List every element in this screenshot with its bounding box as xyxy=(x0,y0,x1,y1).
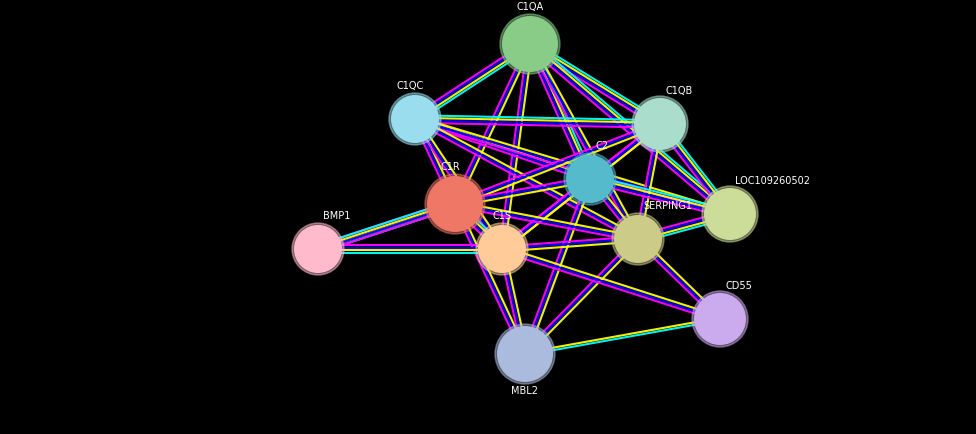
Circle shape xyxy=(434,183,476,225)
Text: LOC109260502: LOC109260502 xyxy=(735,176,810,186)
Circle shape xyxy=(566,155,614,203)
Circle shape xyxy=(614,215,662,263)
Circle shape xyxy=(500,14,560,74)
Text: C1QC: C1QC xyxy=(396,81,424,91)
Text: C2: C2 xyxy=(595,141,608,151)
Text: C1QB: C1QB xyxy=(665,86,692,96)
Circle shape xyxy=(397,101,433,137)
Text: SERPING1: SERPING1 xyxy=(643,201,692,211)
Circle shape xyxy=(564,153,616,205)
Circle shape xyxy=(634,98,686,150)
Circle shape xyxy=(497,326,553,382)
Circle shape xyxy=(389,93,441,145)
Circle shape xyxy=(612,213,664,265)
Circle shape xyxy=(300,231,336,267)
Circle shape xyxy=(509,23,551,65)
Circle shape xyxy=(701,299,740,339)
Circle shape xyxy=(620,221,656,257)
Circle shape xyxy=(711,194,750,233)
Circle shape xyxy=(704,188,756,240)
Circle shape xyxy=(294,225,342,273)
Circle shape xyxy=(484,231,520,267)
Circle shape xyxy=(632,96,688,152)
Text: C1S: C1S xyxy=(493,211,511,221)
Circle shape xyxy=(702,186,758,242)
Text: MBL2: MBL2 xyxy=(511,386,539,396)
Circle shape xyxy=(292,223,344,275)
Circle shape xyxy=(495,324,555,384)
Circle shape xyxy=(504,333,546,375)
Circle shape xyxy=(427,176,483,232)
Circle shape xyxy=(476,223,528,275)
Text: C1QA: C1QA xyxy=(516,2,544,12)
Circle shape xyxy=(572,161,608,197)
Circle shape xyxy=(692,291,748,347)
Circle shape xyxy=(478,225,526,273)
Text: C1R: C1R xyxy=(440,162,460,172)
Circle shape xyxy=(391,95,439,143)
Circle shape xyxy=(640,105,679,144)
Text: BMP1: BMP1 xyxy=(323,211,350,221)
Circle shape xyxy=(425,174,485,234)
Circle shape xyxy=(694,293,746,345)
Circle shape xyxy=(502,16,558,72)
Text: CD55: CD55 xyxy=(725,281,752,291)
